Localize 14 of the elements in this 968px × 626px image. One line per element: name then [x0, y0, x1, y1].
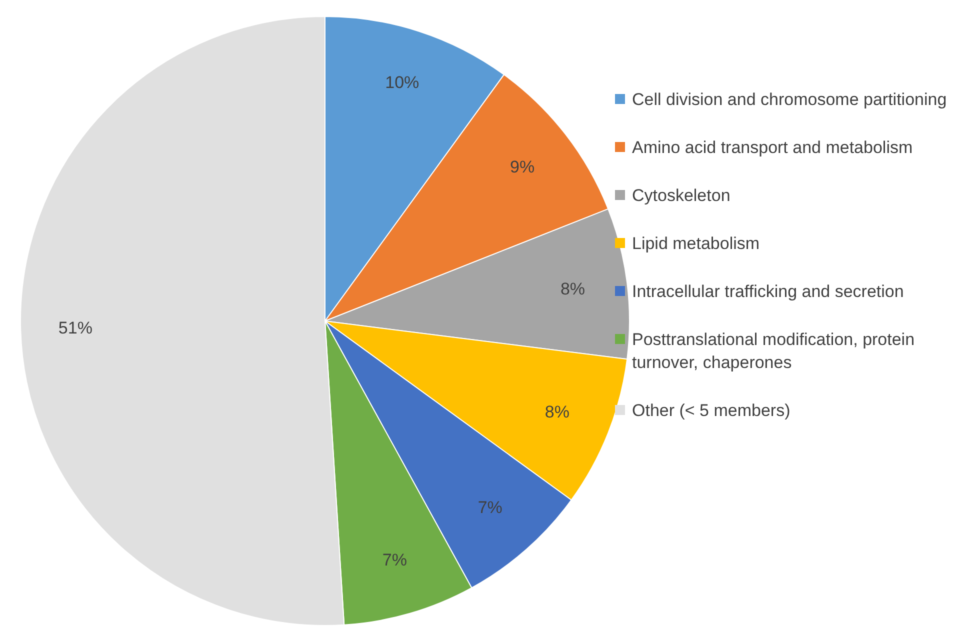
data-label: 8%	[560, 279, 586, 298]
legend-label: Cytoskeleton	[632, 185, 730, 207]
data-label: 51%	[58, 318, 92, 338]
legend-label: Posttranslational modification, protein turnover, chaperones	[632, 329, 916, 374]
data-label: 7%	[478, 498, 502, 517]
legend-label: Intracellular trafficking and secretion	[632, 281, 904, 303]
data-label: 7%	[382, 550, 407, 570]
legend-label: Cell division and chromosome partitioning	[632, 89, 947, 111]
data-label: 10%	[385, 73, 420, 92]
legend-label: Other (< 5 members)	[632, 400, 790, 422]
data-label: 8%	[544, 402, 570, 422]
data-label: 9%	[510, 158, 535, 177]
legend-label: Lipid metabolism	[632, 233, 760, 255]
legend-label: Amino acid transport and metabolism	[632, 137, 913, 159]
